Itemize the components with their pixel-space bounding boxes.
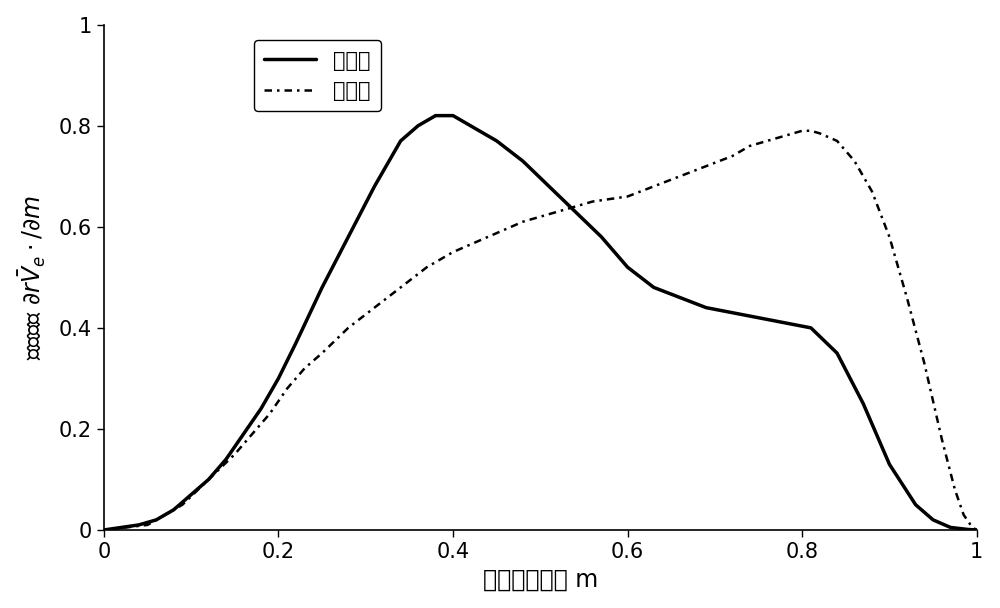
前盖板: [595, 233, 607, 241]
前盖板: [316, 284, 328, 291]
后盖板: [918, 359, 930, 367]
后盖板: [700, 162, 712, 170]
前盖板: [430, 112, 442, 119]
前盖板: [569, 208, 581, 215]
前盖板: [779, 319, 791, 326]
前盖板: [857, 400, 869, 407]
后盖板: [726, 153, 738, 160]
后盖板: [866, 188, 878, 195]
前盖板: [831, 350, 843, 357]
后盖板: [805, 127, 817, 134]
前盖板: [395, 137, 407, 145]
前盖板: [150, 516, 162, 523]
后盖板: [936, 435, 948, 443]
后盖板: [949, 486, 961, 493]
前盖板: [238, 430, 250, 438]
前盖板: [168, 506, 180, 513]
后盖板: [648, 183, 660, 190]
前盖板: [220, 455, 232, 463]
Legend: 前盖板, 后盖板: 前盖板, 后盖板: [254, 40, 381, 111]
后盖板: [966, 524, 978, 531]
前盖板: [622, 263, 634, 271]
前盖板: [368, 183, 380, 190]
前盖板: [971, 527, 983, 534]
前盖板: [133, 521, 145, 528]
前盖板: [962, 526, 974, 533]
后盖板: [316, 350, 328, 357]
前盖板: [185, 491, 197, 498]
前盖板: [927, 516, 939, 523]
后盖板: [761, 137, 773, 145]
前盖板: [753, 314, 765, 322]
后盖板: [622, 193, 634, 200]
后盖板: [849, 157, 861, 165]
后盖板: [674, 173, 686, 180]
后盖板: [517, 218, 529, 226]
后盖板: [299, 365, 311, 372]
前盖板: [648, 284, 660, 291]
前盖板: [342, 233, 354, 241]
前盖板: [438, 112, 450, 119]
后盖板: [796, 127, 808, 134]
前盖板: [115, 524, 127, 531]
后盖板: [814, 130, 826, 137]
前盖板: [491, 137, 503, 145]
前盖板: [447, 112, 459, 119]
后盖板: [421, 263, 433, 271]
后盖板: [203, 476, 215, 483]
后盖板: [958, 511, 970, 519]
前盖板: [726, 309, 738, 316]
前盖板: [700, 304, 712, 311]
前盖板: [543, 183, 555, 190]
后盖板: [229, 451, 241, 458]
后盖板: [264, 410, 276, 418]
X-axis label: 轴面流线长度 m: 轴面流线长度 m: [483, 567, 598, 592]
前盖板: [805, 324, 817, 331]
后盖板: [368, 304, 380, 311]
后盖板: [552, 208, 564, 215]
后盖板: [787, 130, 799, 137]
后盖板: [395, 284, 407, 291]
后盖板: [744, 142, 756, 150]
后盖板: [482, 233, 494, 241]
前盖板: [203, 476, 215, 483]
后盖板: [779, 132, 791, 139]
后盖板: [246, 430, 258, 438]
前盖板: [412, 122, 424, 130]
Y-axis label: 载荷分布 $\partial r\bar{V}_e \cdot / \partial m$: 载荷分布 $\partial r\bar{V}_e \cdot / \parti…: [17, 195, 48, 360]
后盖板: [883, 233, 895, 241]
Line: 前盖板: 前盖板: [104, 116, 977, 530]
后盖板: [176, 501, 188, 508]
前盖板: [98, 527, 110, 534]
后盖板: [901, 294, 913, 301]
后盖板: [98, 527, 110, 534]
前盖板: [674, 294, 686, 301]
后盖板: [831, 137, 843, 145]
后盖板: [281, 385, 293, 392]
前盖板: [464, 122, 476, 130]
前盖板: [290, 339, 302, 347]
前盖板: [517, 157, 529, 165]
后盖板: [142, 521, 154, 528]
前盖板: [883, 461, 895, 468]
Line: 后盖板: 后盖板: [104, 131, 977, 530]
后盖板: [342, 324, 354, 331]
后盖板: [971, 527, 983, 534]
前盖板: [910, 501, 922, 508]
前盖板: [945, 524, 957, 531]
前盖板: [272, 375, 284, 382]
后盖板: [447, 249, 459, 256]
后盖板: [587, 198, 599, 205]
前盖板: [255, 405, 267, 412]
